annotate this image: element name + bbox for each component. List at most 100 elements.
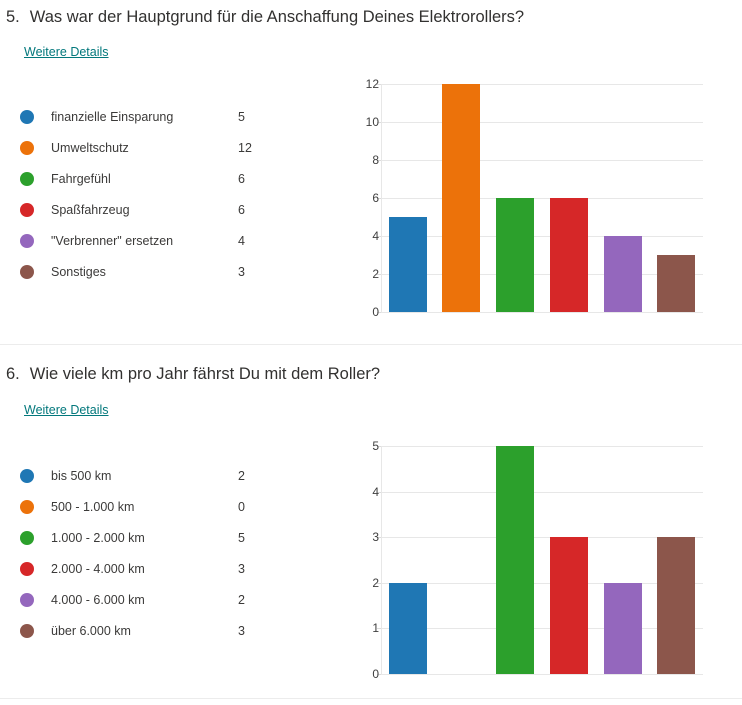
bar	[496, 198, 534, 312]
axis-tick	[377, 674, 381, 675]
legend-label: 1.000 - 2.000 km	[51, 530, 145, 545]
legend-value: 5	[238, 109, 245, 124]
legend-value: 4	[238, 233, 245, 248]
y-axis-tick-label: 2	[372, 267, 379, 281]
weitere-details-link[interactable]: Weitere Details	[24, 403, 109, 417]
chart-legend: finanzielle Einsparung 5 Umweltschutz 12 Fah…	[20, 101, 290, 287]
legend-value: 3	[238, 623, 245, 638]
bar	[389, 583, 427, 674]
y-axis-tick-label: 8	[372, 153, 379, 167]
legend-value: 6	[238, 202, 245, 217]
axis-tick	[377, 492, 381, 493]
legend-item: Fahrgefühl 6	[20, 163, 290, 194]
legend-item: Spaßfahrzeug 6	[20, 194, 290, 225]
question-text: Was war der Hauptgrund für die Anschaffu…	[29, 8, 525, 26]
legend-label: über 6.000 km	[51, 623, 131, 638]
bar-chart: 0 2 4 6 8 10 12	[352, 76, 703, 321]
legend-label: Fahrgefühl	[51, 171, 111, 186]
gridline	[381, 84, 703, 85]
gridline	[381, 583, 703, 584]
legend-value: 3	[238, 264, 245, 279]
y-axis-tick-label: 0	[372, 667, 379, 681]
legend-item: "Verbrenner" ersetzen 4	[20, 225, 290, 256]
legend-value: 6	[238, 171, 245, 186]
axis-tick	[377, 160, 381, 161]
legend-color-dot	[20, 530, 34, 545]
question-title: 6. Wie viele km pro Jahr fährst Du mit d…	[6, 363, 380, 385]
question-number: 6.	[6, 365, 20, 383]
legend-label: 4.000 - 6.000 km	[51, 592, 145, 607]
legend-label: Spaßfahrzeug	[51, 202, 130, 217]
legend-color-dot	[20, 202, 34, 217]
y-axis-tick-label: 5	[372, 439, 379, 453]
y-axis-tick-label: 1	[372, 621, 379, 635]
axis-tick	[377, 312, 381, 313]
legend-color-dot	[20, 499, 34, 514]
bar	[604, 236, 642, 312]
bar	[550, 537, 588, 674]
bar	[604, 583, 642, 674]
y-axis-tick-label: 3	[372, 530, 379, 544]
legend-item: 1.000 - 2.000 km 5	[20, 522, 290, 553]
legend-item: 500 - 1.000 km 0	[20, 491, 290, 522]
legend-label: Umweltschutz	[51, 140, 129, 155]
gridline	[381, 160, 703, 161]
gridline	[381, 492, 703, 493]
y-axis-tick-label: 6	[372, 191, 379, 205]
legend-color-dot	[20, 140, 34, 155]
axis-tick	[377, 122, 381, 123]
y-axis-tick-label: 4	[372, 485, 379, 499]
gridline	[381, 122, 703, 123]
gridline	[381, 446, 703, 447]
y-axis-tick-label: 10	[365, 115, 379, 129]
gridline	[381, 537, 703, 538]
axis-tick	[377, 198, 381, 199]
chart-legend: bis 500 km 2 500 - 1.000 km 0 1.000 - 2.000 …	[20, 460, 290, 646]
legend-color-dot	[20, 171, 34, 186]
legend-item: 4.000 - 6.000 km 2	[20, 584, 290, 615]
y-axis-line	[381, 446, 382, 674]
legend-label: "Verbrenner" ersetzen	[51, 233, 174, 248]
legend-label: bis 500 km	[51, 468, 112, 483]
axis-tick	[377, 274, 381, 275]
y-axis-tick-label: 2	[372, 576, 379, 590]
legend-color-dot	[20, 109, 34, 124]
legend-item: Sonstiges 3	[20, 256, 290, 287]
legend-item: über 6.000 km 3	[20, 615, 290, 646]
bar	[496, 446, 534, 674]
legend-item: Umweltschutz 12	[20, 132, 290, 163]
legend-value: 0	[238, 499, 245, 514]
gridline	[381, 312, 703, 313]
question-number: 5.	[6, 8, 20, 26]
axis-tick	[377, 628, 381, 629]
legend-item: finanzielle Einsparung 5	[20, 101, 290, 132]
gridline	[381, 198, 703, 199]
axis-tick	[377, 583, 381, 584]
legend-label: finanzielle Einsparung	[51, 109, 174, 124]
bar	[389, 217, 427, 312]
bar	[657, 537, 695, 674]
question-title: 5. Was war der Hauptgrund für die Anscha…	[6, 6, 524, 28]
legend-color-dot	[20, 468, 34, 483]
axis-tick	[377, 537, 381, 538]
section-divider	[0, 698, 742, 699]
axis-tick	[377, 84, 381, 85]
weitere-details-link[interactable]: Weitere Details	[24, 45, 109, 59]
legend-label: 500 - 1.000 km	[51, 499, 135, 514]
legend-item: 2.000 - 4.000 km 3	[20, 553, 290, 584]
gridline	[381, 628, 703, 629]
legend-color-dot	[20, 561, 34, 576]
bar	[657, 255, 695, 312]
legend-value: 3	[238, 561, 245, 576]
bar-chart: 0 1 2 3 4 5	[352, 438, 703, 683]
y-axis-tick-label: 0	[372, 305, 379, 319]
legend-value: 2	[238, 468, 245, 483]
legend-value: 12	[238, 140, 252, 155]
axis-tick	[377, 446, 381, 447]
legend-label: 2.000 - 4.000 km	[51, 561, 145, 576]
legend-item: bis 500 km 2	[20, 460, 290, 491]
legend-color-dot	[20, 233, 34, 248]
gridline	[381, 236, 703, 237]
gridline	[381, 674, 703, 675]
